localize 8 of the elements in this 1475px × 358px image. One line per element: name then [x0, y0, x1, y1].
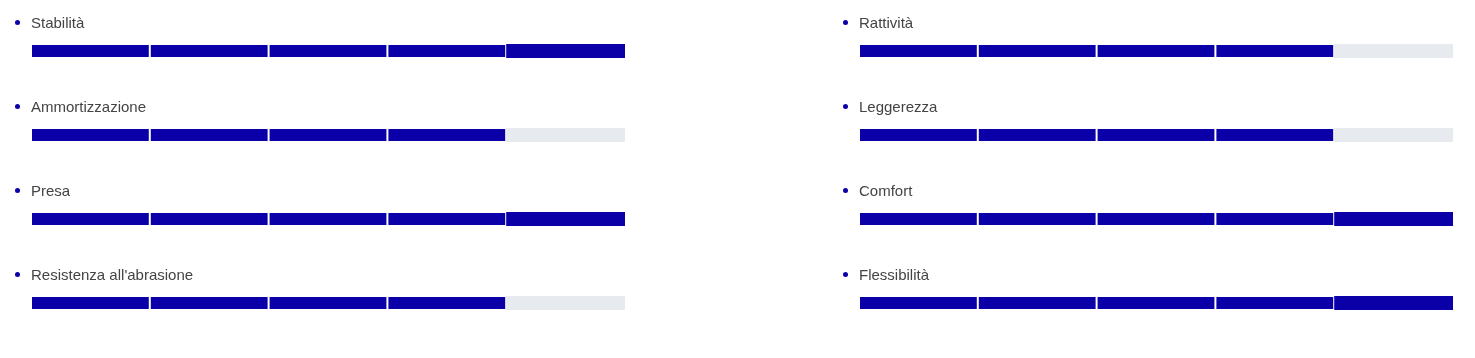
y-tick-label: Rattività: [859, 13, 914, 31]
y-tick-label: Comfort: [859, 181, 913, 199]
y-tick-label: Resistenza all'abrasione: [31, 265, 194, 283]
y-tick-label: Presa: [31, 181, 71, 199]
y-tick-label: Ammortizzazione: [31, 97, 147, 115]
y-tick-label: Stabilità: [31, 13, 85, 31]
y-tick-label: Flessibilità: [859, 265, 930, 283]
y-tick-label: Leggerezza: [859, 97, 938, 115]
